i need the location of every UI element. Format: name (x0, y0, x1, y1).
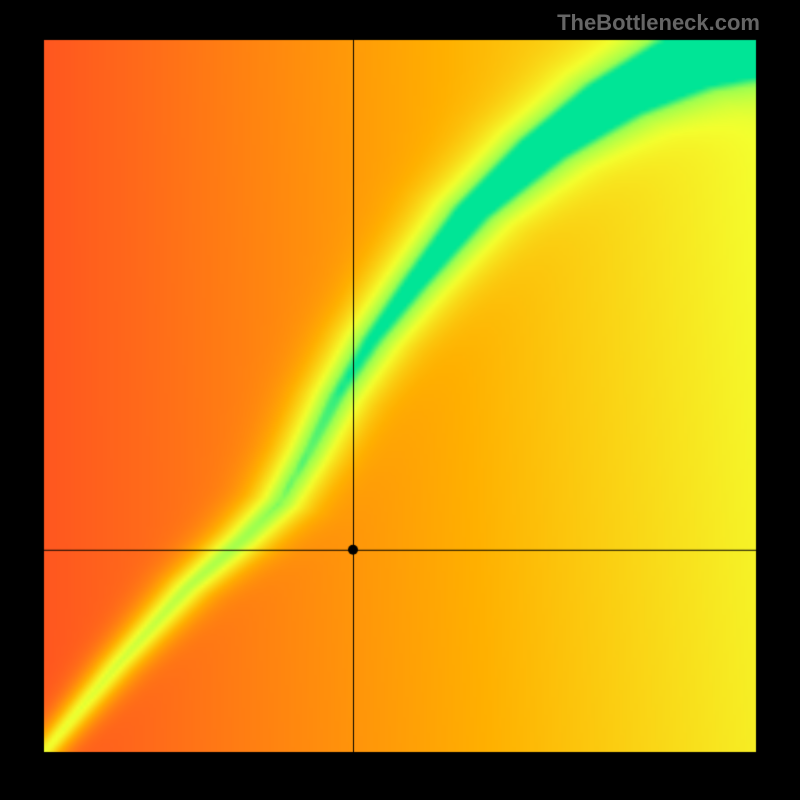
chart-container: TheBottleneck.com (0, 0, 800, 800)
bottleneck-heatmap (0, 0, 800, 800)
watermark-text: TheBottleneck.com (557, 10, 760, 36)
